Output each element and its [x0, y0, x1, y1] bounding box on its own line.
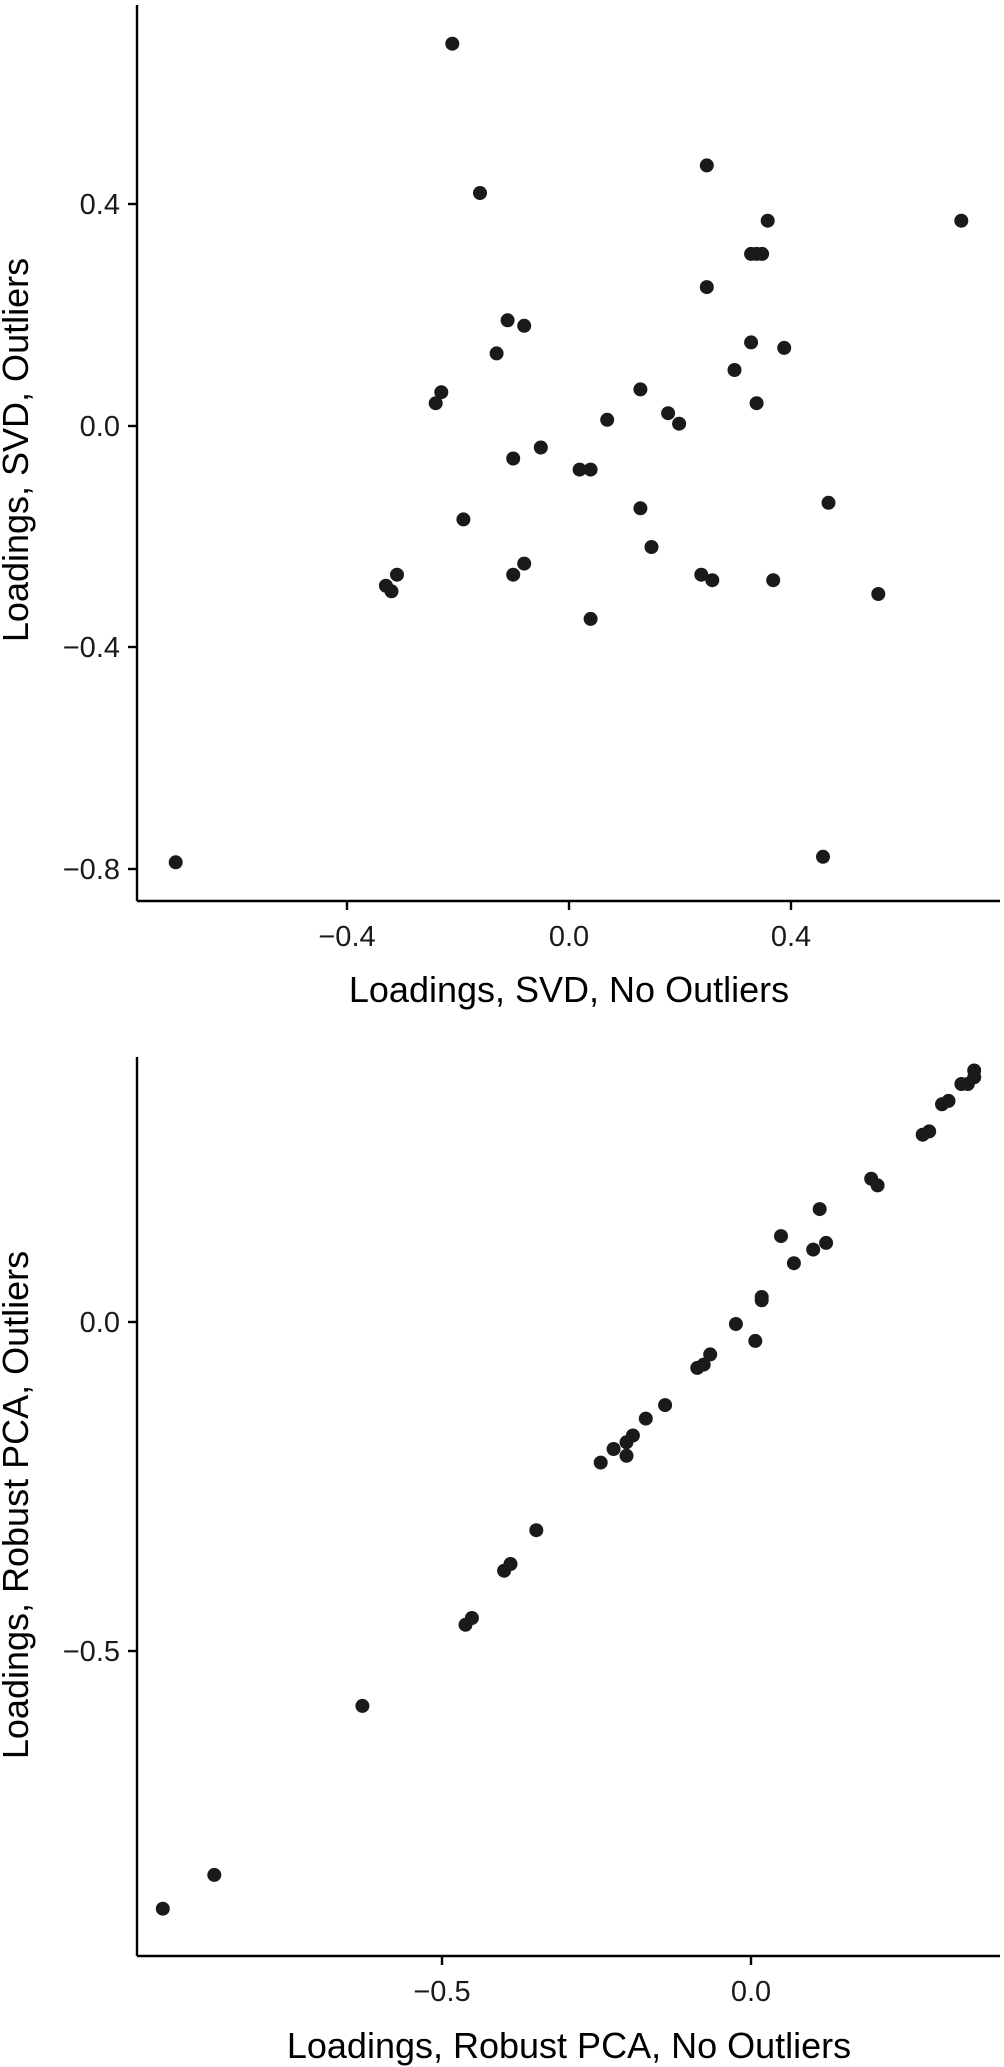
scatter-point [744, 335, 759, 350]
scatter-point [583, 462, 598, 477]
x-tick-label: 0.0 [731, 1976, 771, 2008]
scatter-point [760, 213, 775, 228]
scatter-point [954, 213, 969, 228]
y-axis-title: Loadings, Robust PCA, Outliers [0, 1251, 36, 1759]
scatter-point [819, 1235, 834, 1250]
scatter-point [619, 1448, 634, 1463]
scatter-point [777, 340, 792, 355]
scatter-point [390, 567, 404, 582]
scatter-point [922, 1124, 937, 1139]
scatter-point [207, 1867, 222, 1882]
y-tick-label: 0.4 [80, 189, 120, 221]
scatter-point [705, 573, 720, 588]
scatter-point [755, 246, 770, 261]
scatter-point [870, 1178, 885, 1193]
y-axis-title: Loadings, SVD, Outliers [0, 258, 36, 642]
data-points [155, 1063, 982, 1916]
scatter-point [694, 567, 709, 582]
data-points [168, 36, 969, 870]
scatter-point [600, 412, 615, 427]
scatter-point [434, 385, 449, 400]
y-tick-label: 0.0 [80, 411, 120, 443]
scatter-point [658, 1398, 673, 1413]
scatter-point [473, 186, 487, 200]
scatter-point [754, 1290, 769, 1304]
scatter-point [727, 363, 742, 377]
scatter-point [606, 1442, 621, 1456]
x-tick-label: −0.4 [318, 921, 375, 953]
scatter-point [699, 158, 714, 173]
x-tick-label: 0.0 [549, 921, 589, 953]
scatter-point [456, 512, 471, 527]
scatter-point [728, 1317, 743, 1331]
scatter-point [633, 501, 648, 516]
scatter-panel-robust-pca: −0.5 0.0 −0.5 0.0 Loadings, Robust PCA, … [0, 1057, 1000, 2066]
scatter-point [816, 849, 830, 864]
y-tick-label: −0.4 [63, 632, 120, 664]
y-tick-label: −0.8 [63, 854, 120, 886]
scatter-point [821, 495, 836, 510]
scatter-point [806, 1242, 821, 1257]
scatter-point [672, 416, 687, 431]
scatter-point [517, 318, 532, 333]
scatter-point [871, 587, 886, 601]
scatter-point [967, 1063, 982, 1078]
y-tick-label: −0.5 [63, 1636, 120, 1668]
x-tick-label: −0.5 [413, 1976, 470, 2008]
scatter-point [748, 1333, 763, 1348]
scatter-point [774, 1229, 788, 1244]
scatter-point [572, 462, 587, 477]
scatter-point [355, 1698, 370, 1713]
y-tick-label: 0.0 [80, 1307, 120, 1339]
scatter-point [384, 584, 399, 599]
scatter-point [533, 440, 548, 455]
scatter-point [638, 1411, 653, 1426]
scatter-point [749, 396, 764, 411]
scatter-point [696, 1357, 711, 1372]
scatter-point [445, 36, 460, 51]
scatter-point [661, 406, 676, 421]
scatter-point [786, 1256, 801, 1271]
scatter-point [766, 573, 781, 588]
x-axis-title: Loadings, SVD, No Outliers [349, 969, 789, 1010]
scatter-point [464, 1611, 479, 1625]
scatter-point [593, 1455, 608, 1470]
x-tick-label: 0.4 [771, 921, 811, 953]
scatter-point [583, 611, 598, 626]
scatter-point [428, 396, 443, 411]
scatter-point [703, 1347, 718, 1362]
scatter-point [506, 451, 521, 466]
scatter-panel-svd: −0.8 −0.4 0.0 0.4 −0.4 0.0 0.4 Loadings,… [0, 5, 1000, 1010]
scatter-point [489, 346, 504, 361]
scatter-point [941, 1093, 956, 1108]
scatter-point [168, 855, 183, 870]
scatter-point [155, 1901, 170, 1916]
scatter-point [517, 556, 532, 571]
x-axis-title: Loadings, Robust PCA, No Outliers [287, 2025, 851, 2066]
scatter-point [812, 1202, 827, 1217]
scatter-point [625, 1428, 640, 1443]
scatter-point [500, 313, 515, 328]
scatter-point [506, 567, 521, 582]
scatter-point [529, 1523, 544, 1538]
scatter-point [644, 540, 659, 554]
scatter-point [699, 280, 714, 295]
scatter-point [633, 382, 648, 397]
scatter-point [503, 1557, 518, 1571]
